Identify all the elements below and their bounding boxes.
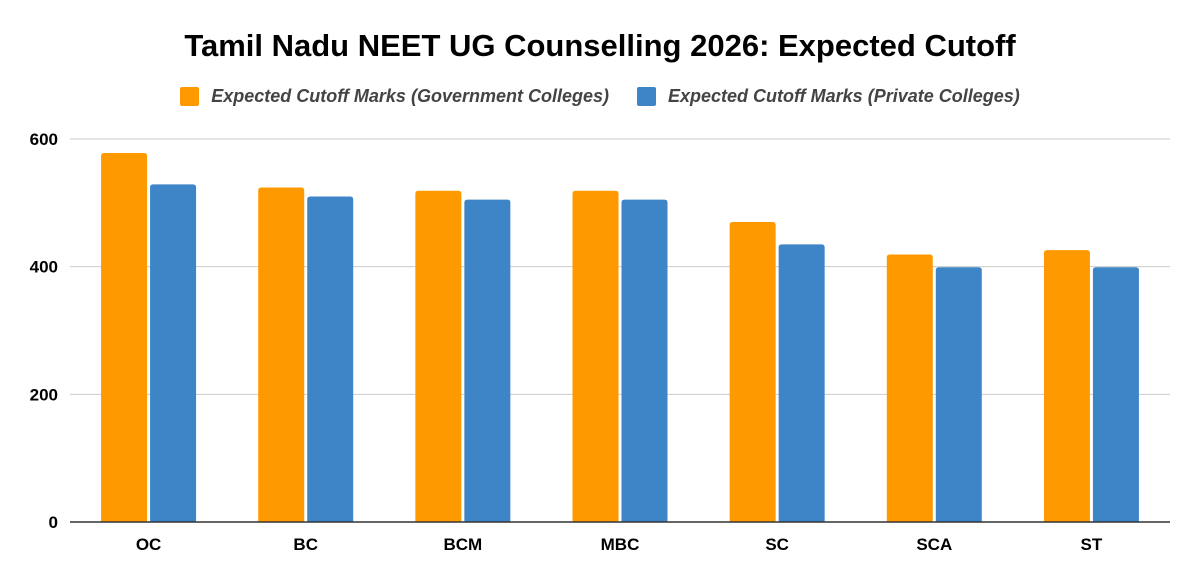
bar-bc-private <box>307 196 354 522</box>
legend-swatch-private <box>636 87 656 106</box>
bar-sca-government <box>886 254 933 522</box>
legend-label-private: Expected Cutoff Marks (Private Colleges) <box>667 86 1020 106</box>
y-tick-label-0: 0 <box>49 513 58 532</box>
y-tick-label-200: 200 <box>30 385 58 404</box>
bar-bcm-government <box>415 190 462 522</box>
bar-sc-government <box>729 221 776 522</box>
x-tick-label-oc: OC <box>136 535 162 554</box>
bar-st-government <box>1043 250 1090 522</box>
legend-item-private: Expected Cutoff Marks (Private Colleges) <box>636 86 1020 107</box>
x-tick-label-sca: SCA <box>916 535 952 554</box>
chart-title: Tamil Nadu NEET UG Counselling 2026: Exp… <box>184 28 1016 63</box>
legend-item-government: Expected Cutoff Marks (Government Colleg… <box>180 86 609 107</box>
x-tick-label-mbc: MBC <box>601 535 640 554</box>
x-tick-label-sc: SC <box>765 535 789 554</box>
bar-oc-private <box>150 184 197 523</box>
bar-bcm-private <box>464 199 511 522</box>
bar-sca-private <box>935 267 982 522</box>
bar-bc-government <box>258 187 305 522</box>
legend: Expected Cutoff Marks (Government Colleg… <box>0 86 1200 107</box>
y-tick-label-400: 400 <box>30 258 58 277</box>
gridlines <box>70 138 1170 395</box>
y-tick-label-600: 600 <box>30 130 58 149</box>
x-tick-label-bc: BC <box>293 535 318 554</box>
bar-mbc-government <box>572 190 619 522</box>
x-tick-label-st: ST <box>1081 535 1103 554</box>
bars <box>101 153 1139 523</box>
legend-swatch-government <box>180 87 200 106</box>
bar-oc-government <box>101 153 148 522</box>
x-tick-label-bcm: BCM <box>443 535 482 554</box>
bar-sc-private <box>778 244 825 522</box>
legend-label-government: Expected Cutoff Marks (Government Colleg… <box>211 86 609 106</box>
axes: 0 200 400 600 OC BC BCM MBC SC SCA ST <box>30 130 1170 554</box>
bar-st-private <box>1092 267 1139 522</box>
bar-mbc-private <box>621 199 668 522</box>
